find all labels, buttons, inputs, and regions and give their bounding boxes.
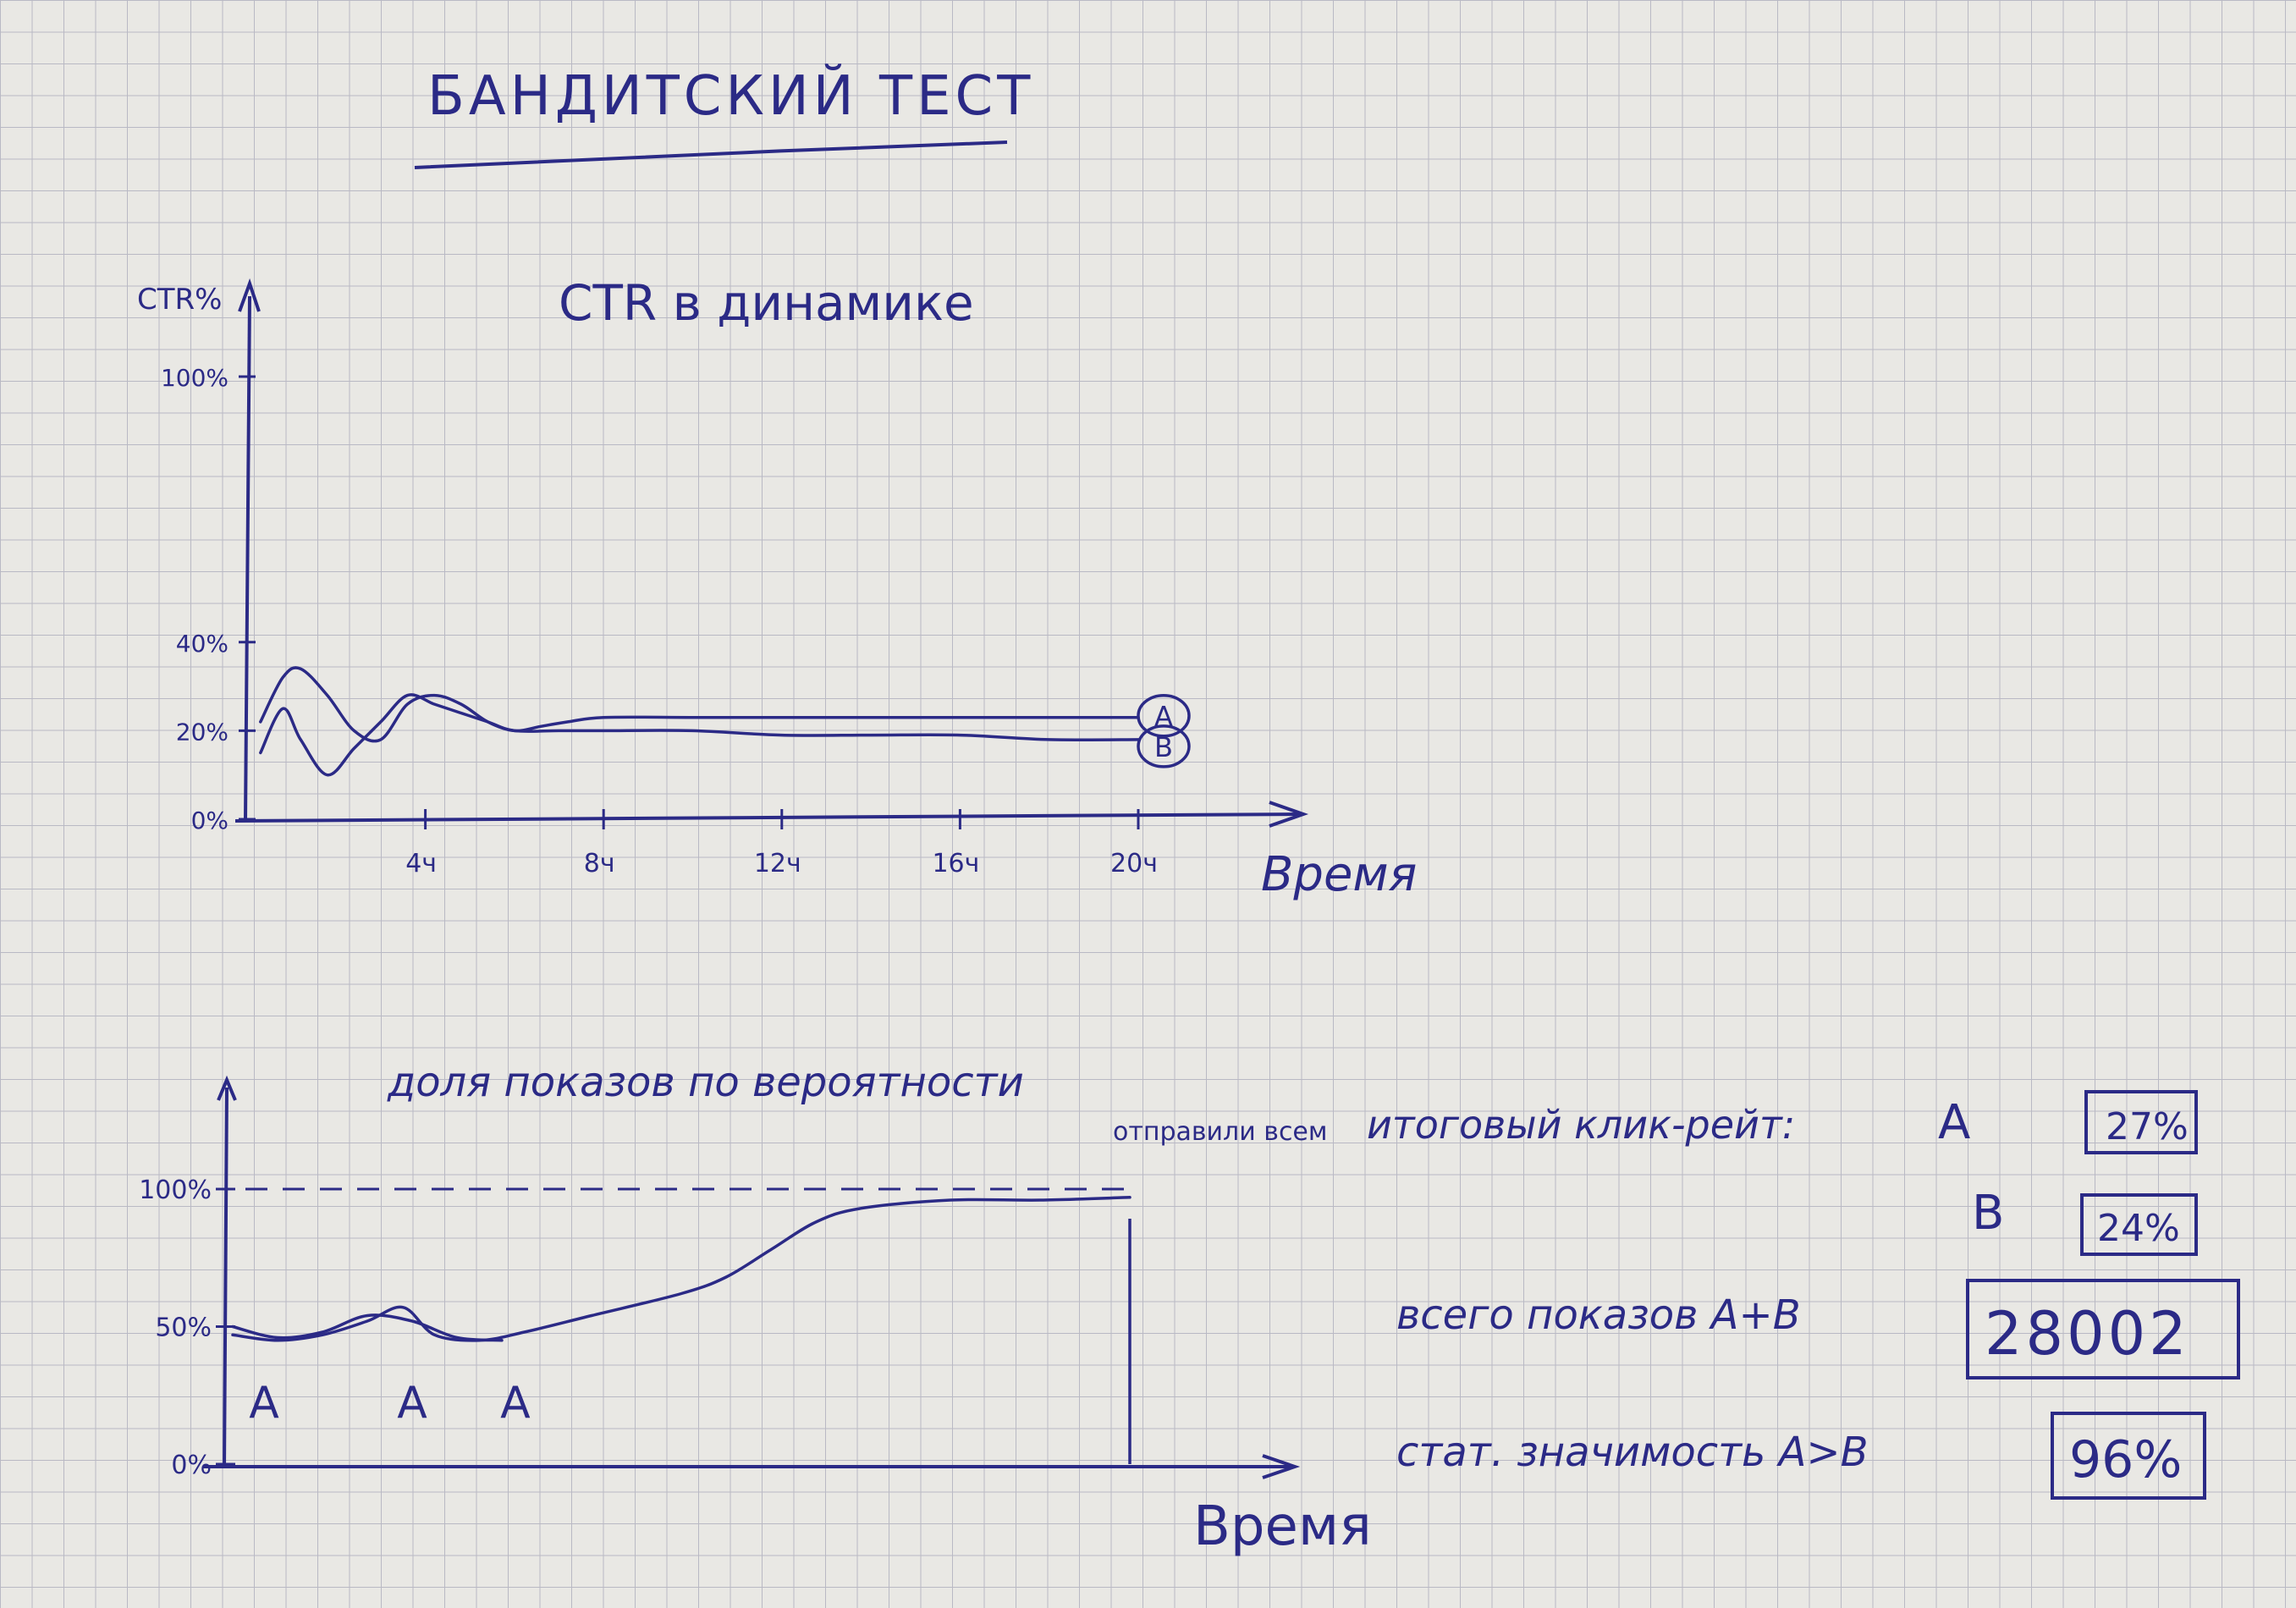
chart2-region-label: A xyxy=(500,1378,531,1429)
chart1-x-label: Время xyxy=(1261,847,1417,902)
chart2-series-line-2 xyxy=(231,1313,504,1342)
title-underline xyxy=(414,140,1008,169)
summary-b-value: 24% xyxy=(2097,1207,2180,1250)
chart1-title: CTR в динамике xyxy=(559,274,974,332)
chart2-y-tick-label: 0% xyxy=(171,1451,212,1480)
summary-b-box xyxy=(2080,1193,2198,1256)
page-title-group: БАНДИТСКИЙ ТЕСТ xyxy=(414,63,1034,169)
significance-box xyxy=(2051,1412,2206,1500)
chart1-x-tick-label: 8ч xyxy=(584,849,615,878)
page-title: БАНДИТСКИЙ ТЕСТ xyxy=(427,63,1034,128)
chart1-legend-label: A xyxy=(1154,701,1173,733)
chart1-x-axis-arrow xyxy=(1269,801,1309,828)
chart2-x-axis-arrow xyxy=(1262,1454,1301,1479)
chart-traffic-share: доля показов по вероятности Время 0% 50% 1… xyxy=(139,1059,1371,1558)
summary-a-value: 27% xyxy=(2106,1105,2189,1148)
chart2-series-line-1 xyxy=(231,1196,1131,1342)
chart2-y-tick-label: 50% xyxy=(155,1313,212,1343)
chart2-y-axis xyxy=(223,1087,228,1469)
total-impressions-value: 28002 xyxy=(1985,1299,2190,1368)
chart2-x-label: Время xyxy=(1193,1495,1372,1558)
chart1-y-axis xyxy=(244,295,251,822)
chart1-x-tick-label: 4ч xyxy=(405,849,437,878)
chart2-region-label: A xyxy=(249,1378,279,1429)
chart2-y-axis-arrow xyxy=(217,1075,237,1101)
chart1-y-tick-label: 40% xyxy=(176,630,228,658)
chart2-y-tick-label: 100% xyxy=(139,1176,212,1205)
significance-label: стат. значимость A>B xyxy=(1396,1429,1869,1476)
chart1-legend-label: B xyxy=(1154,731,1173,763)
chart2-title: доля показов по вероятности xyxy=(387,1059,1024,1106)
summary-a-box xyxy=(2084,1090,2198,1154)
summary-a-label: A xyxy=(1938,1095,1970,1150)
chart2-annotation: отправили всем xyxy=(1113,1117,1328,1147)
chart1-x-tick-label: 20ч xyxy=(1110,849,1158,878)
summary-b-label: B xyxy=(1972,1186,2004,1241)
summary-panel: итоговый клик-рейт: A 27% B 24% всего по… xyxy=(1367,1090,2240,1500)
chart1-y-label: CTR% xyxy=(137,283,222,317)
chart-ctr-dynamics: CTR в динамике CTR% Время 0% 20% 40% 100% 4… xyxy=(137,274,1417,902)
chart2-region-label: A xyxy=(397,1378,427,1429)
significance-value: 96% xyxy=(2069,1430,2182,1490)
chart1-y-tick-label: 0% xyxy=(191,807,228,834)
chart1-x-tick-label: 12ч xyxy=(754,849,801,878)
chart1-legend-circle-A xyxy=(1137,693,1191,738)
chart1-x-tick-label: 16ч xyxy=(932,849,979,878)
chart1-y-tick-label: 20% xyxy=(176,718,228,746)
total-impressions-label: всего показов A+B xyxy=(1396,1291,1801,1339)
chart1-y-tick-label: 100% xyxy=(161,364,228,392)
chart1-y-axis-arrow xyxy=(238,278,261,312)
chart1-legend-circle-B xyxy=(1137,724,1191,768)
total-impressions-box xyxy=(1966,1279,2240,1379)
final-ctr-label: итоговый клик-рейт: xyxy=(1367,1102,1795,1148)
chart1-x-axis xyxy=(234,812,1300,823)
chart1-series-line-B xyxy=(259,693,1140,777)
